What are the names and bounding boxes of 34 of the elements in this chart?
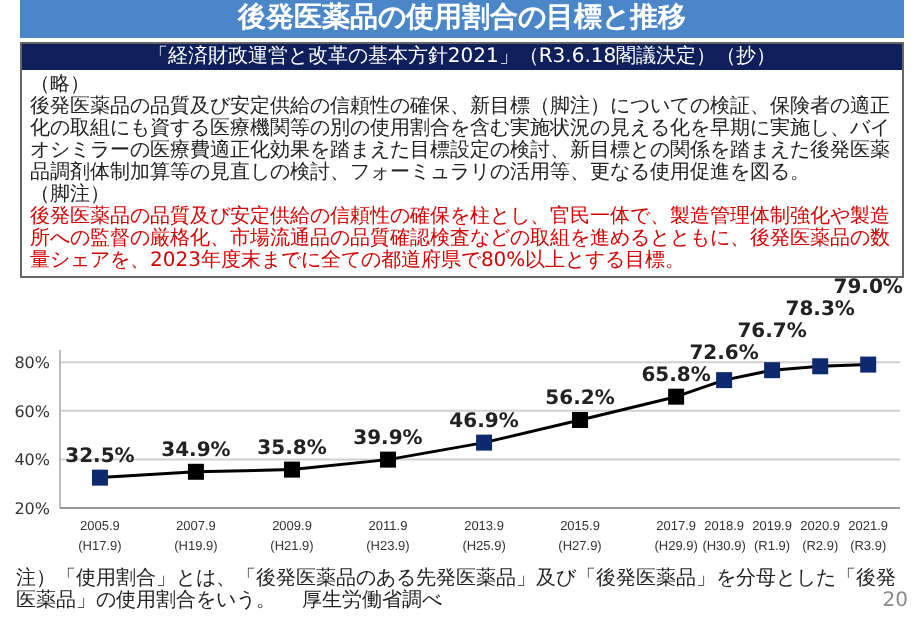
point bbox=[764, 362, 781, 379]
text: （脚注） bbox=[30, 184, 112, 206]
point bbox=[812, 358, 829, 375]
data-label: 34.9% bbox=[161, 439, 231, 462]
data-label: 78.3% bbox=[785, 298, 855, 321]
data-label: 76.7% bbox=[737, 320, 807, 343]
text: 後発医薬品の品質及び安定供給の信頼性の確保、新目標（脚注）についての検証、保険者の適正化の取組にも資する医療機関等の別の使用割合を含む実施状況の見える化を早期に実施し、バイオシミラーの医療費適正化効果を踏まえた目標設定の検討、新目標との関係を踏まえた後発医薬品調剤体制加算等の見直しの検討、フォーミュラリの活用等、更なる使用促進を図る。 bbox=[30, 96, 892, 184]
data-label: 65.8% bbox=[641, 364, 711, 387]
point bbox=[284, 461, 301, 478]
text: 後発医薬品の品質及び安定供給の信頼性の確保を柱とし、官民一体で、製造管理体制強化や製造所への監督の厳格化、市場流通品の品質確認検査などの取組を進めるとともに、後発医薬品の数量シェアを、2023年度末までに全ての都道府県で80%以上とする目標。 bbox=[30, 206, 892, 272]
point bbox=[860, 356, 877, 373]
data-label: 32.5% bbox=[65, 445, 135, 468]
y-tick-label: 40% bbox=[14, 451, 51, 470]
text: （略） bbox=[30, 74, 90, 96]
data-label: 46.9% bbox=[449, 410, 519, 433]
y-tick-label: 80% bbox=[14, 354, 51, 373]
data-label: 79.0% bbox=[833, 276, 903, 299]
point bbox=[716, 372, 733, 389]
y-tick-label: 60% bbox=[14, 402, 51, 421]
text: 20 bbox=[882, 590, 908, 612]
data-label: 56.2% bbox=[545, 388, 615, 411]
point bbox=[379, 451, 396, 468]
point bbox=[476, 434, 493, 451]
text: 厚生労働省調べ bbox=[302, 590, 443, 612]
y-tick-label: 20% bbox=[14, 500, 51, 518]
point bbox=[572, 412, 589, 429]
point bbox=[91, 469, 108, 486]
data-label: 35.8% bbox=[257, 437, 327, 460]
data-label: 39.9% bbox=[353, 427, 423, 450]
chart-subtitle: 「経済財政運営と改革の基本方針2021」（R3.6.18閣議決定）（抄） bbox=[22, 44, 902, 70]
point bbox=[187, 463, 204, 480]
chart-title: 後発医薬品の使用割合の目標と推移 bbox=[20, 0, 904, 38]
point bbox=[668, 388, 685, 405]
data-label: 72.6% bbox=[689, 342, 759, 365]
